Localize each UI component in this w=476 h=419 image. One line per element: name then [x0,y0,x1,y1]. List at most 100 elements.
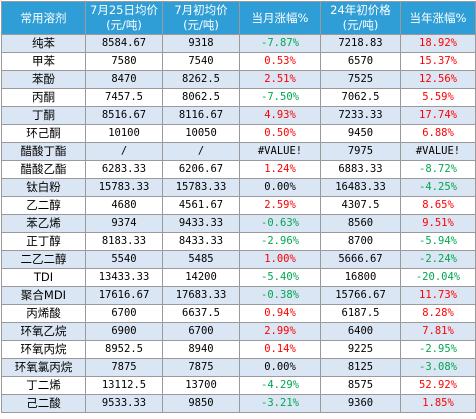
header-julstart-price-text: 7月初均价 (元/吨) [174,3,228,32]
jul25-price-cell: 6700 [85,304,163,323]
table-row: 环氧乙烷 6900 6700 2.99% 6400 7.81% [1,322,476,341]
month-change-cell: 0.53% [239,52,321,71]
jul25-price-cell: 8516.67 [85,106,163,125]
y24-price-cell: 8125 [320,358,401,377]
jul25-price-cell: 17616.67 [85,286,163,305]
month-change-cell: -4.29% [239,376,321,395]
solvent-name-cell: 钛白粉 [1,178,86,197]
julstart-price-cell: 8940 [162,340,240,359]
year-change-cell: 17.74% [400,106,476,125]
julstart-price-cell: 9850 [162,394,240,413]
header-year-change: 当年涨幅% [400,1,476,35]
year-change-cell: 5.59% [400,88,476,107]
y24-price-cell: 7975 [320,142,401,161]
julstart-price-cell: 8262.5 [162,70,240,89]
year-change-cell: -5.94% [400,232,476,251]
jul25-price-cell: 9533.33 [85,394,163,413]
y24-price-cell: 4307.5 [320,196,401,215]
solvent-name-cell: 环氧丙烷 [1,340,86,359]
table-row: 纯苯 8584.67 9318 -7.87% 7218.83 18.92% [1,34,476,53]
y24-price-cell: 7525 [320,70,401,89]
table-row: 环氧丙烷 8952.5 8940 0.14% 9225 -2.95% [1,340,476,359]
solvent-name-cell: 甲苯 [1,52,86,71]
solvent-name-cell: 丁酮 [1,106,86,125]
table-row: 正丁醇 8183.33 8433.33 -2.96% 8700 -5.94% [1,232,476,251]
y24-price-cell: 5666.67 [320,250,401,269]
y24-price-cell: 15766.67 [320,286,401,305]
month-change-cell: 1.24% [239,160,321,179]
y24-price-cell: 9360 [320,394,401,413]
table-row: 醋酸乙酯 6283.33 6206.67 1.24% 6883.33 -8.72% [1,160,476,179]
solvent-name-cell: 环氧氯丙烷 [1,358,86,377]
year-change-cell: 7.81% [400,322,476,341]
table-row: 苯酚 8470 8262.5 2.51% 7525 12.56% [1,70,476,89]
jul25-price-cell: 6283.33 [85,160,163,179]
month-change-cell: -5.40% [239,268,321,287]
month-change-cell: 2.51% [239,70,321,89]
jul25-price-cell: 8952.5 [85,340,163,359]
julstart-price-cell: 7540 [162,52,240,71]
julstart-price-cell: 9433.33 [162,214,240,233]
year-change-cell: -3.08% [400,358,476,377]
julstart-price-cell: 13700 [162,376,240,395]
solvent-name-cell: 环己酮 [1,124,86,143]
table-row: 乙二醇 4680 4561.67 2.59% 4307.5 8.65% [1,196,476,215]
y24-price-cell: 9450 [320,124,401,143]
month-change-cell: -7.87% [239,34,321,53]
jul25-price-cell: 13433.33 [85,268,163,287]
julstart-price-cell: 8062.5 [162,88,240,107]
month-change-cell: -0.63% [239,214,321,233]
table-row: 钛白粉 15783.33 15783.33 0.00% 16483.33 -4.25% [1,178,476,197]
year-change-cell: -2.95% [400,340,476,359]
jul25-price-cell: 5540 [85,250,163,269]
solvent-name-cell: 正丁醇 [1,232,86,251]
solvent-name-cell: 乙二醇 [1,196,86,215]
julstart-price-cell: 7875 [162,358,240,377]
y24-price-cell: 9225 [320,340,401,359]
jul25-price-cell: 9374 [85,214,163,233]
y24-price-cell: 8700 [320,232,401,251]
y24-price-cell: 16483.33 [320,178,401,197]
table-row: 二乙二醇 5540 5485 1.00% 5666.67 -2.24% [1,250,476,269]
y24-price-cell: 7233.33 [320,106,401,125]
y24-price-cell: 6883.33 [320,160,401,179]
header-solvent: 常用溶剂 [1,1,86,35]
month-change-cell: -7.50% [239,88,321,107]
solvent-name-cell: 环氧乙烷 [1,322,86,341]
solvent-name-cell: 丙烯酸 [1,304,86,323]
table-row: TDI 13433.33 14200 -5.40% 16800 -20.04% [1,268,476,287]
solvent-name-cell: 丁二烯 [1,376,86,395]
y24-price-cell: 7218.83 [320,34,401,53]
year-change-cell: -20.04% [400,268,476,287]
julstart-price-cell: 10050 [162,124,240,143]
year-change-cell: 12.56% [400,70,476,89]
header-jul25-price-text: 7月25日均价 (元/吨) [90,3,158,32]
solvent-name-cell: 苯酚 [1,70,86,89]
jul25-price-cell: 10100 [85,124,163,143]
jul25-price-cell: 13112.5 [85,376,163,395]
y24-price-cell: 16800 [320,268,401,287]
y24-price-cell: 7062.5 [320,88,401,107]
table-row: 丁二烯 13112.5 13700 -4.29% 8575 52.92% [1,376,476,395]
table-row: 醋酸丁酯 / / #VALUE! 7975 #VALUE! [1,142,476,161]
julstart-price-cell: 4561.67 [162,196,240,215]
julstart-price-cell: 8433.33 [162,232,240,251]
solvent-name-cell: 醋酸丁酯 [1,142,86,161]
table-row: 己二酸 9533.33 9850 -3.21% 9360 1.85% [1,394,476,413]
julstart-price-cell: 14200 [162,268,240,287]
year-change-cell: -8.72% [400,160,476,179]
julstart-price-cell: 6206.67 [162,160,240,179]
y24-price-cell: 6187.5 [320,304,401,323]
jul25-price-cell: 7457.5 [85,88,163,107]
month-change-cell: -0.38% [239,286,321,305]
header-y24-price-text: 24年初价格 (元/吨) [330,3,391,32]
jul25-price-cell: 4680 [85,196,163,215]
year-change-cell: 8.28% [400,304,476,323]
month-change-cell: 0.00% [239,358,321,377]
year-change-cell: -4.25% [400,178,476,197]
solvent-name-cell: 醋酸乙酯 [1,160,86,179]
month-change-cell: -3.21% [239,394,321,413]
year-change-cell: #VALUE! [400,142,476,161]
year-change-cell: 9.51% [400,214,476,233]
month-change-cell: 0.00% [239,178,321,197]
